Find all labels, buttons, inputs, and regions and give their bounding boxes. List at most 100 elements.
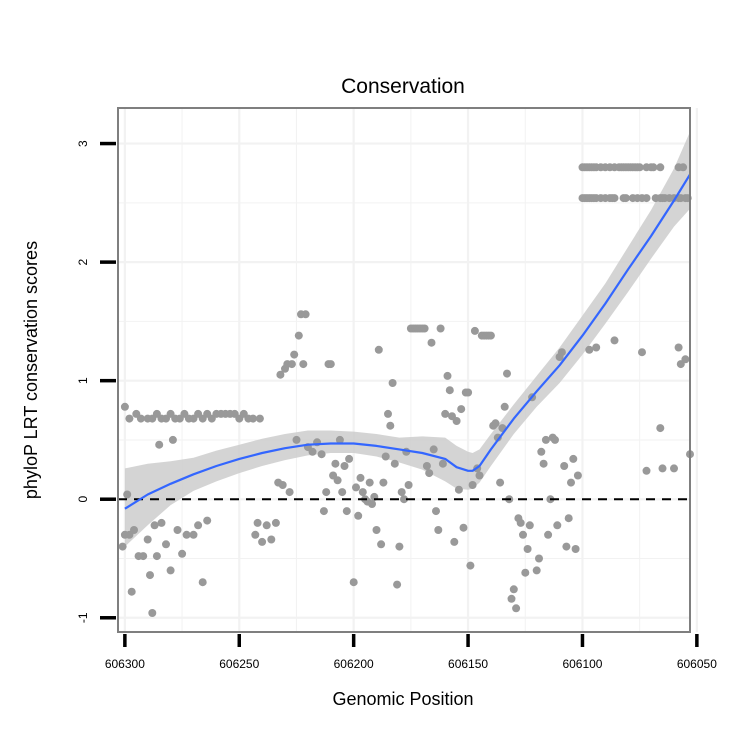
data-point — [338, 488, 347, 497]
y-tick-label: -1 — [76, 612, 90, 623]
data-point — [404, 481, 413, 489]
data-point — [152, 552, 161, 561]
data-point — [340, 462, 349, 470]
data-point — [150, 521, 159, 530]
data-point — [658, 464, 667, 473]
data-point — [496, 478, 505, 487]
data-point — [148, 609, 157, 617]
data-point — [326, 360, 335, 369]
data-point — [294, 331, 303, 340]
data-point — [127, 587, 136, 596]
data-point — [503, 369, 511, 378]
data-point — [173, 526, 182, 534]
data-point — [674, 343, 683, 352]
data-point — [621, 194, 630, 203]
data-point — [178, 549, 187, 558]
data-point — [342, 507, 351, 516]
data-point — [445, 386, 454, 395]
data-point — [670, 464, 678, 473]
data-point — [393, 580, 402, 589]
y-tick-label: 2 — [76, 258, 90, 265]
data-point — [162, 540, 170, 549]
data-point — [635, 163, 644, 172]
data-point — [258, 537, 267, 546]
data-point — [459, 523, 468, 532]
data-point — [525, 521, 534, 530]
data-point — [136, 414, 145, 423]
x-tick-label: 606300 — [105, 657, 145, 671]
data-point — [278, 481, 287, 489]
data-point — [168, 435, 177, 444]
data-point — [642, 194, 651, 203]
data-point — [523, 545, 532, 553]
data-point — [400, 495, 408, 504]
data-point — [464, 388, 473, 397]
data-point — [276, 370, 285, 379]
y-axis: -1 0 1 2 3 — [76, 140, 116, 623]
data-point — [466, 561, 475, 570]
data-point — [356, 473, 365, 482]
data-point — [331, 459, 340, 468]
data-point — [146, 571, 154, 580]
data-point — [512, 604, 521, 613]
data-point — [649, 163, 658, 172]
data-point — [267, 535, 276, 544]
data-point — [381, 452, 390, 461]
data-point — [290, 350, 299, 359]
data-point — [253, 518, 262, 527]
data-point — [468, 481, 477, 489]
data-point — [432, 507, 440, 516]
data-point — [443, 371, 452, 380]
data-point — [610, 336, 619, 345]
data-point — [386, 421, 395, 430]
x-tick-label: 606100 — [562, 657, 602, 671]
data-point — [422, 462, 431, 470]
data-point — [656, 424, 665, 433]
data-point — [384, 409, 392, 418]
x-axis: 606300 606250 606200 606150 606100 606050 — [105, 634, 717, 671]
data-point — [500, 402, 509, 411]
data-point — [354, 511, 363, 520]
data-point — [166, 566, 175, 575]
data-point — [333, 476, 342, 485]
data-point — [125, 414, 134, 423]
data-point — [374, 345, 383, 354]
data-point — [454, 485, 463, 494]
data-point — [532, 566, 541, 575]
data-point — [157, 518, 166, 527]
data-point — [516, 518, 525, 527]
data-point — [452, 417, 461, 425]
data-point — [553, 521, 562, 530]
data-point — [292, 435, 301, 444]
data-point — [319, 507, 328, 516]
data-point — [567, 478, 575, 487]
data-point — [535, 554, 543, 563]
data-point — [519, 530, 527, 539]
y-tick-label: 0 — [76, 496, 90, 503]
y-axis-label: phyloP LRT conservation scores — [21, 241, 41, 499]
data-point — [120, 402, 129, 411]
data-point — [397, 488, 406, 497]
data-point — [585, 345, 594, 354]
x-tick-label: 606150 — [448, 657, 488, 671]
data-point — [457, 405, 466, 414]
data-point — [249, 414, 257, 423]
data-point — [544, 530, 553, 539]
data-point — [358, 488, 367, 497]
data-point — [285, 488, 294, 497]
data-point — [271, 518, 280, 527]
data-point — [352, 483, 360, 492]
data-point — [486, 331, 495, 340]
data-point — [335, 435, 344, 444]
data-point — [420, 324, 429, 333]
data-point — [182, 530, 191, 539]
data-point — [299, 360, 308, 369]
data-point — [610, 194, 619, 203]
data-point — [429, 445, 438, 454]
data-point — [436, 324, 445, 333]
data-point — [143, 535, 152, 544]
smooth-fit-line — [124, 173, 691, 510]
data-point — [194, 521, 203, 530]
data-point — [438, 459, 447, 468]
